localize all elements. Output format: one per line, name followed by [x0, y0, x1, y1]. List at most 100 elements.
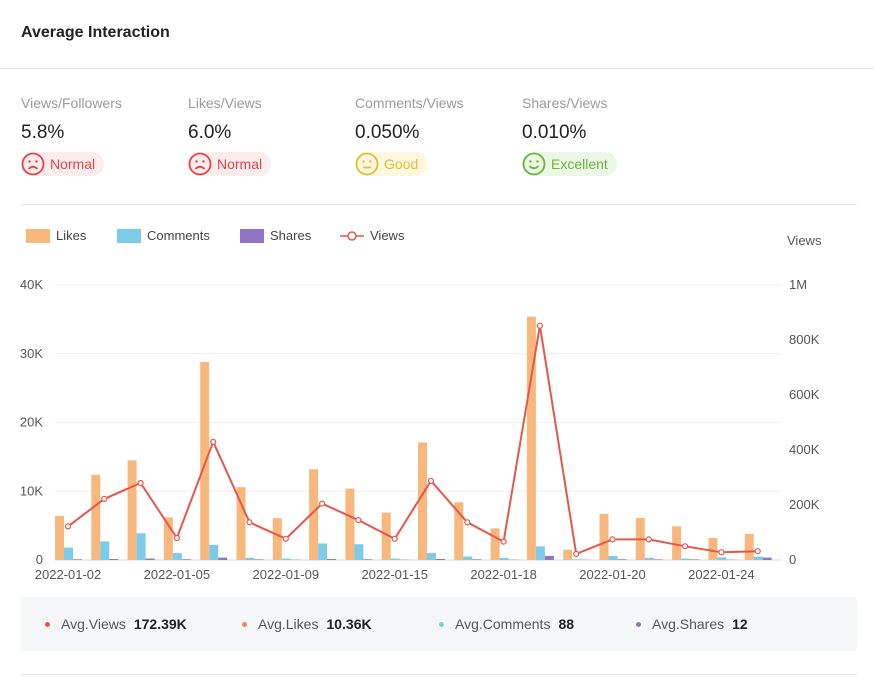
point-views [101, 495, 108, 502]
y-tick-label: 10K [20, 483, 43, 498]
point-views [319, 500, 326, 507]
legend-label: Likes [56, 228, 87, 243]
legend-swatch-comments [117, 229, 141, 243]
bar-comments [281, 558, 291, 560]
metric-likes-views: Likes/Views 6.0% Normal [188, 95, 348, 181]
interaction-chart: 0 10K 20K 30K 40K 0 200K 400K 600K 800K 1M Views 202… [20, 228, 822, 582]
bar-shares [218, 557, 228, 560]
bar-shares [254, 559, 264, 560]
bar-likes [91, 474, 101, 561]
summary-bar: Avg.Views 172.39K Avg.Likes 10.36K Avg.C… [21, 597, 857, 651]
bar-shares [472, 559, 482, 560]
point-views [645, 536, 652, 543]
y-tick-label: 30K [20, 346, 43, 361]
bar-comments [753, 556, 763, 560]
bar-likes [418, 442, 427, 560]
bar-comments [427, 553, 436, 560]
legend-label: Shares [270, 228, 312, 243]
y-tick-label: 20K [20, 415, 43, 430]
bar-shares [436, 559, 445, 560]
bar-shares [690, 559, 700, 560]
bar-likes [272, 518, 282, 560]
y-tick-label: 0 [36, 552, 43, 567]
point-views [64, 523, 72, 530]
happy-face-icon [522, 152, 546, 176]
metric-label: Likes/Views [188, 95, 262, 111]
y2-tick-label: 400K [789, 442, 820, 457]
neutral-face-icon [355, 152, 379, 176]
point-views [282, 535, 289, 542]
metric-comments-views: Comments/Views 0.050% Good [355, 95, 515, 181]
bar-comments [572, 559, 582, 560]
point-views [173, 534, 180, 542]
y-tick-label: 40K [20, 277, 43, 292]
bar-likes [563, 549, 573, 560]
x-tick-label: 2022-01-15 [361, 567, 428, 582]
bar-likes [672, 526, 682, 560]
y2-tick-label: 200K [789, 497, 820, 512]
bar-comments [209, 544, 219, 560]
metric-views-followers: Views/Followers 5.8% Normal [21, 95, 181, 181]
point-views [137, 479, 144, 487]
point-views [500, 538, 507, 545]
legend-label: Comments [147, 228, 210, 243]
bar-shares [617, 559, 627, 560]
bar-shares [762, 557, 772, 560]
sad-face-icon [188, 152, 212, 176]
bar-comments [608, 555, 618, 560]
legend-swatch-likes [26, 229, 50, 243]
y2-tick-label: 600K [789, 387, 820, 402]
metric-value: 6.0% [188, 122, 232, 143]
bar-comments [318, 543, 328, 560]
metric-value: 5.8% [21, 122, 65, 143]
status-badge: Normal [21, 152, 105, 176]
summary-value: 12 [732, 616, 748, 632]
legend-dot [242, 621, 247, 627]
summary-item-likes: Avg.Likes 10.36K [242, 597, 372, 651]
bar-comments [644, 557, 654, 560]
bar-likes [381, 512, 391, 560]
metric-label: Comments/Views [355, 95, 464, 111]
legend-dot [45, 621, 50, 627]
bar-comments [136, 533, 146, 560]
bar-likes [599, 513, 609, 560]
point-views [681, 543, 689, 550]
legend-dot [636, 621, 641, 627]
sad-face-icon [21, 152, 45, 176]
x-tick-label: 2022-01-24 [688, 567, 755, 582]
bar-shares [363, 559, 373, 560]
metric-label: Shares/Views [522, 95, 608, 111]
x-tick-label: 2022-01-20 [579, 567, 646, 582]
y2-tick-label: 0 [789, 552, 796, 567]
bar-shares [653, 559, 663, 560]
point-views [427, 477, 435, 484]
bar-comments [64, 547, 73, 560]
status-text: Good [384, 156, 419, 172]
bar-comments [354, 544, 364, 560]
y2-tick-label: 800K [789, 332, 820, 347]
point-views [718, 549, 725, 556]
divider [0, 68, 874, 69]
summary-value: 172.39K [133, 616, 187, 632]
bar-shares [145, 558, 155, 560]
bar-shares [327, 559, 337, 560]
x-tick-label: 2022-01-05 [144, 567, 211, 582]
legend-swatch-shares [240, 229, 264, 243]
bar-likes [163, 517, 173, 560]
point-views [609, 536, 616, 543]
bar-likes [490, 528, 500, 560]
legend-dot [439, 621, 444, 627]
metric-label: Views/Followers [21, 95, 122, 111]
point-views [573, 550, 580, 557]
bar-likes [200, 362, 210, 560]
divider [21, 674, 857, 675]
x-tick-label: 2022-01-18 [470, 567, 537, 582]
bar-shares [181, 559, 191, 560]
status-badge: Normal [188, 152, 272, 176]
legend-marker-views [347, 231, 357, 241]
bar-comments [245, 557, 255, 560]
status-text: Normal [217, 156, 263, 172]
bar-likes [236, 487, 246, 560]
divider [21, 204, 857, 205]
metric-value: 0.010% [522, 122, 587, 143]
